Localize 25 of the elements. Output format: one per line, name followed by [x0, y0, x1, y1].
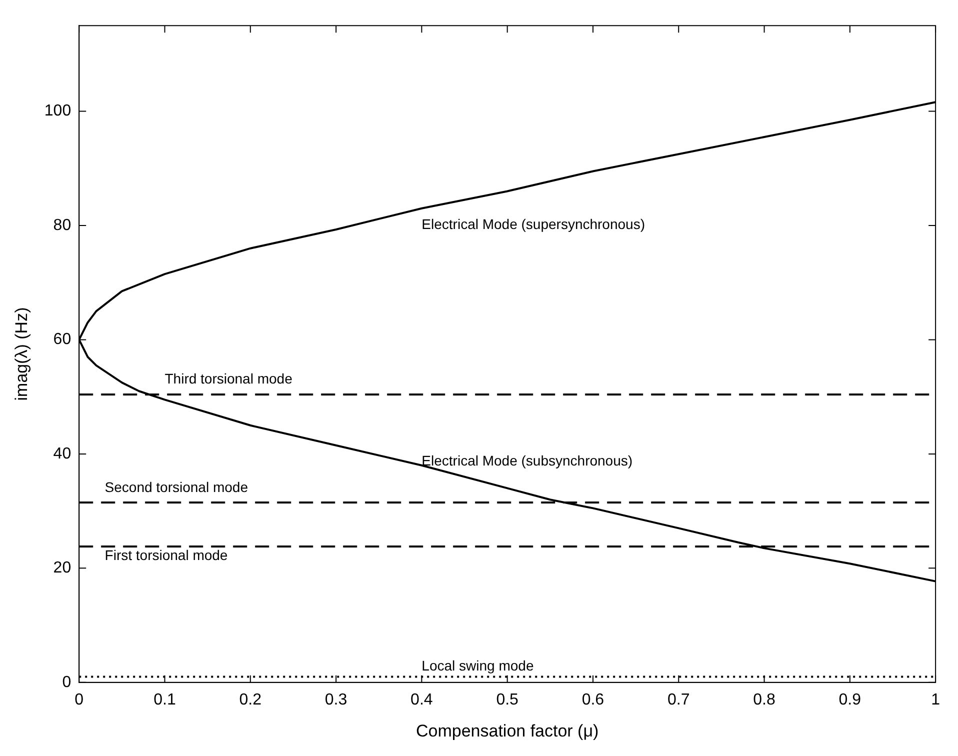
series-label: Electrical Mode (supersynchronous)	[422, 216, 646, 232]
x-tick-label: 0.9	[838, 691, 862, 708]
x-tick-label: 0.6	[582, 691, 604, 708]
x-tick-label: 0.7	[667, 691, 690, 708]
series-label: Second torsional mode	[104, 478, 248, 495]
series-label: First torsional mode	[104, 547, 228, 564]
x-tick-label: 0.4	[410, 691, 433, 708]
y-axis-title: imag(λ) (Hz)	[12, 307, 31, 401]
y-tick-label: 20	[53, 560, 72, 577]
series-label: Electrical Mode (subsynchronous)	[422, 452, 633, 469]
x-tick-label: 0.2	[239, 691, 262, 708]
x-tick-label: 0	[74, 691, 84, 708]
y-tick-label: 0	[62, 674, 72, 691]
series-label: Third torsional mode	[164, 370, 293, 386]
y-tick-label: 100	[44, 102, 72, 120]
x-axis-title: Compensation factor (μ)	[416, 721, 599, 740]
x-tick-label: 0.3	[324, 691, 348, 708]
y-tick-label: 60	[53, 331, 72, 348]
x-tick-label: 0.8	[753, 691, 776, 708]
x-tick-label: 1	[931, 691, 940, 708]
x-tick-label: 0.5	[496, 691, 519, 708]
x-tick-label: 0.1	[154, 691, 176, 708]
y-tick-label: 80	[53, 216, 72, 234]
series-label: Local swing mode	[422, 657, 534, 674]
y-tick-label: 40	[53, 445, 72, 462]
